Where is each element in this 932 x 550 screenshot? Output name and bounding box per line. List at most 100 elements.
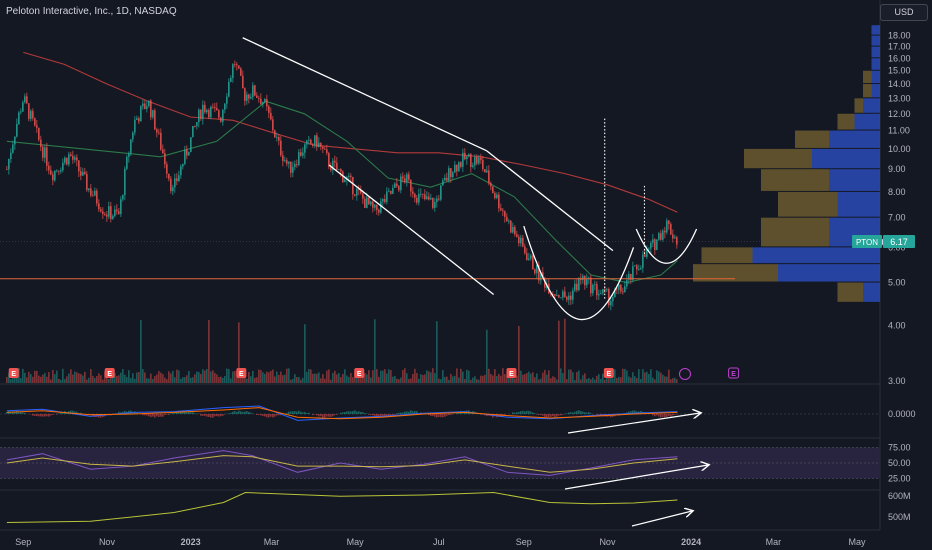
candle-body	[596, 284, 598, 296]
volume-bar	[252, 370, 254, 383]
earnings-icon[interactable]	[506, 368, 517, 378]
obv-axis-label: 500M	[888, 512, 911, 522]
candle-body	[24, 96, 26, 103]
macd-histogram-bar	[164, 414, 166, 415]
volume-bar	[668, 369, 670, 383]
macd-histogram-bar	[316, 414, 318, 416]
candle-body	[506, 216, 508, 222]
candle-body	[198, 109, 200, 123]
rsi-pane[interactable]: 75.00 50.00 25.00	[0, 443, 911, 490]
candle-body	[262, 102, 264, 105]
volume-bar	[474, 376, 476, 383]
symbol-title[interactable]: Peloton Interactive, Inc., 1D, NASDAQ	[6, 6, 177, 17]
macd-histogram-bar	[44, 414, 46, 417]
earnings-icon[interactable]	[354, 368, 365, 378]
time-axis[interactable]: Sep Nov 2023 Mar May Jul Sep Nov 2024 Mar May	[15, 537, 866, 547]
drawings[interactable]	[242, 37, 698, 321]
trend-line[interactable]	[328, 164, 495, 295]
macd-histogram-bar	[246, 411, 248, 414]
macd-histogram-bar	[660, 414, 662, 418]
volume-bar	[146, 378, 148, 383]
candle-body	[516, 234, 518, 237]
earnings-icon[interactable]	[728, 367, 740, 379]
cup-arc[interactable]	[523, 225, 635, 321]
macd-histogram-bar	[270, 414, 272, 417]
candle-body	[502, 210, 504, 212]
macd-histogram-bar	[402, 412, 404, 414]
volume-bar	[636, 378, 638, 383]
candle-body	[338, 169, 340, 171]
dividend-icon[interactable]	[679, 368, 691, 380]
volume-bar	[538, 379, 540, 383]
volume-bar	[52, 369, 54, 383]
candle-body	[526, 253, 528, 260]
earnings-icon[interactable]	[104, 368, 115, 378]
macd-histogram-bar	[56, 414, 58, 415]
earnings-icon[interactable]	[236, 368, 247, 378]
volume-bar	[322, 374, 324, 383]
horizontal-level[interactable]	[0, 241, 880, 280]
obv-pane[interactable]: 600M 500M	[6, 491, 911, 527]
macd-histogram-bar	[576, 410, 578, 414]
trend-line[interactable]	[242, 37, 488, 152]
macd-histogram-bar	[118, 411, 120, 414]
volume-bar	[550, 378, 552, 383]
volume-bar	[524, 374, 526, 383]
macd-histogram-bar	[290, 411, 292, 414]
volume-bar	[376, 369, 378, 383]
macd-histogram-bar	[12, 411, 14, 414]
macd-histogram-bar	[406, 411, 408, 414]
macd-histogram-bar	[654, 414, 656, 417]
price-tick-label: 18.00	[888, 31, 911, 41]
macd-histogram-bar	[434, 414, 436, 417]
time-tick-label: Nov	[599, 537, 616, 547]
candle-body	[476, 156, 478, 164]
macd-histogram-bar	[340, 412, 342, 414]
last-price-badge: PTON 6.17	[852, 234, 915, 248]
candle-body	[428, 196, 430, 200]
volume-bar	[616, 378, 618, 383]
macd-histogram-bar	[48, 414, 50, 417]
candle-body	[660, 233, 662, 240]
volume-bar	[374, 319, 376, 383]
candle-body	[306, 140, 308, 145]
macd-histogram-bar	[554, 414, 556, 418]
candle-body	[512, 227, 514, 233]
trend-line[interactable]	[486, 150, 614, 252]
obv-trend-arrow[interactable]	[631, 511, 692, 527]
macd-histogram-bar	[630, 411, 632, 414]
macd-histogram-bar	[414, 410, 416, 414]
volume-bar	[404, 368, 406, 383]
earnings-icon[interactable]	[8, 368, 19, 378]
macd-pane[interactable]: 0.0000	[0, 405, 916, 434]
cup-arc[interactable]	[635, 228, 698, 264]
volume-bar	[190, 377, 192, 383]
candle-body	[422, 193, 424, 195]
macd-histogram-bar	[292, 411, 294, 414]
currency-button[interactable]: USD	[880, 4, 928, 21]
candle-body	[114, 209, 116, 216]
earnings-icon[interactable]	[603, 368, 614, 378]
candle-body	[28, 103, 30, 119]
candle-body	[524, 246, 526, 254]
volume-bar	[556, 379, 558, 383]
macd-histogram-bar	[304, 411, 306, 414]
rsi-divergence-arrow[interactable]	[564, 465, 708, 490]
volume-bar	[42, 374, 44, 383]
volume-bar	[56, 370, 58, 383]
volume-bar	[92, 375, 94, 383]
candle-body	[260, 98, 262, 105]
volume-bar	[392, 376, 394, 383]
volume-bar	[334, 370, 336, 383]
macd-divergence-arrow[interactable]	[567, 413, 700, 434]
macd-histogram-bar	[348, 411, 350, 414]
candle-body	[226, 96, 228, 104]
volume-bar	[628, 376, 630, 383]
volume-bar	[34, 370, 36, 383]
volume-bar	[180, 378, 182, 383]
candle-body	[146, 106, 148, 109]
volume-bar	[650, 369, 652, 383]
